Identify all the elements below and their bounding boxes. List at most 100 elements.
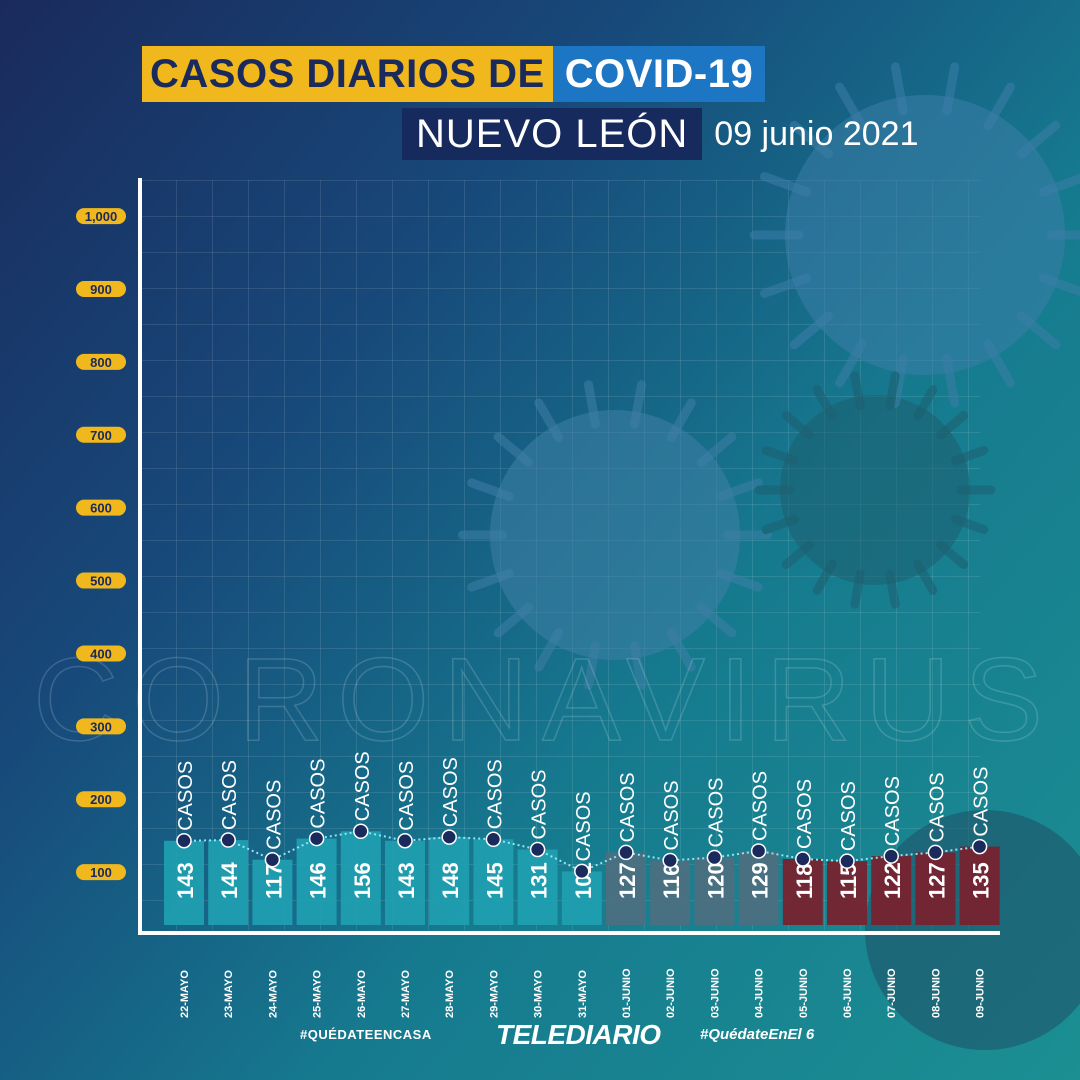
data-point [618, 844, 634, 861]
bar-value-label: 129 [748, 862, 773, 899]
title-banner: CASOS DIARIOS DE COVID-19 [142, 46, 766, 102]
watermark-text: CORONAVIRUS [33, 634, 1057, 766]
virus-spike [584, 641, 600, 690]
bar-unit-label: CASOS [971, 767, 993, 837]
bar-value-label: 131 [527, 862, 552, 899]
virus-spike [630, 380, 646, 429]
bar-value-label: 148 [438, 862, 463, 899]
virus-spike [781, 540, 815, 569]
virus-spike [885, 371, 900, 411]
bar-unit-label: CASOS [263, 780, 285, 850]
data-point [706, 849, 723, 866]
bar [385, 840, 425, 925]
x-tick-label: 25-MAYO [312, 970, 324, 1018]
virus-spike [761, 445, 800, 466]
bar-value-label: 135 [969, 862, 994, 899]
virus-spike [493, 602, 534, 638]
title-part-1: CASOS DIARIOS DE [142, 46, 553, 102]
data-point [574, 863, 590, 880]
bar-unit-label: CASOS [308, 759, 330, 829]
y-tick-label: 300 [90, 719, 112, 734]
data-point [308, 830, 325, 847]
x-tick-label: 09-JUNIO [975, 968, 987, 1018]
virus-spike [696, 602, 737, 638]
virus-spike [812, 385, 837, 421]
virus-spike [789, 311, 833, 350]
virus-spike [885, 569, 900, 609]
y-tick-badge [76, 208, 126, 225]
data-point [662, 852, 678, 869]
x-tick-label: 05-JUNIO [798, 968, 810, 1018]
data-point [839, 853, 855, 869]
virus-spike [1017, 120, 1061, 159]
brand-logo: TELEDIARIO [496, 1019, 661, 1050]
x-tick-label: 07-JUNIO [886, 968, 898, 1018]
bar-value-label: 146 [306, 862, 331, 899]
virus-spike [716, 478, 763, 502]
y-tick-label: 100 [90, 865, 112, 880]
bar-value-label: 127 [924, 862, 949, 899]
bar [827, 861, 867, 925]
x-tick-label: 22-MAYO [179, 970, 191, 1018]
bar [208, 840, 249, 925]
virus-spike [760, 172, 812, 197]
bar-unit-label: CASOS [617, 772, 639, 842]
data-point [397, 833, 413, 849]
data-point [883, 848, 899, 864]
data-point [353, 823, 369, 840]
x-tick-label: 31-MAYO [577, 970, 589, 1018]
y-tick-badge [76, 645, 126, 662]
data-point [795, 851, 811, 867]
bar-unit-label: CASOS [352, 751, 374, 821]
x-tick-label: 23-MAYO [223, 970, 235, 1018]
virus-spike [812, 559, 837, 595]
virus-spike [789, 120, 833, 159]
bar [915, 852, 956, 925]
data-point [176, 833, 192, 849]
virus-icon [785, 95, 1065, 375]
virus-spike [534, 398, 564, 443]
bar [871, 856, 912, 925]
bar [473, 839, 514, 925]
bar [429, 837, 470, 925]
x-tick-label: 04-JUNIO [754, 968, 766, 1018]
bar-value-label: 143 [173, 862, 198, 899]
bar-value-label: 145 [482, 862, 507, 899]
virus-spike [534, 627, 564, 672]
virus-spike [630, 641, 646, 690]
bar-unit-label: CASOS [573, 791, 595, 861]
bar-unit-label: CASOS [440, 757, 462, 827]
virus-spike [983, 339, 1015, 388]
y-tick-label: 500 [90, 574, 112, 589]
x-tick-label: 08-JUNIO [930, 968, 942, 1018]
x-tick-label: 06-JUNIO [842, 968, 854, 1018]
virus-spike [935, 540, 969, 569]
bar-unit-label: CASOS [529, 769, 551, 839]
virus-spike [913, 385, 938, 421]
bar-unit-label: CASOS [661, 780, 683, 850]
subtitle-banner: NUEVO LEÓN 09 junio 2021 [402, 108, 918, 160]
bar [561, 871, 602, 925]
bar-value-label: 118 [792, 864, 817, 900]
bar [650, 860, 691, 925]
y-tick-label: 700 [90, 428, 112, 443]
data-point [220, 832, 236, 848]
data-point [971, 838, 988, 855]
bar-unit-label: CASOS [175, 761, 197, 831]
bar-value-label: 120 [703, 862, 728, 899]
y-tick-label: 900 [90, 282, 112, 297]
bar [782, 858, 823, 925]
virus-icon [490, 410, 740, 660]
bar-value-label: 116 [659, 864, 684, 900]
virus-spike [760, 273, 812, 298]
virus-spike [835, 339, 867, 388]
x-tick-label: 01-JUNIO [621, 968, 633, 1018]
virus-spike [467, 568, 514, 592]
y-tick-badge [76, 426, 126, 443]
bar-value-label: 115 [836, 864, 861, 900]
virus-spike [913, 559, 938, 595]
bar [296, 838, 337, 925]
